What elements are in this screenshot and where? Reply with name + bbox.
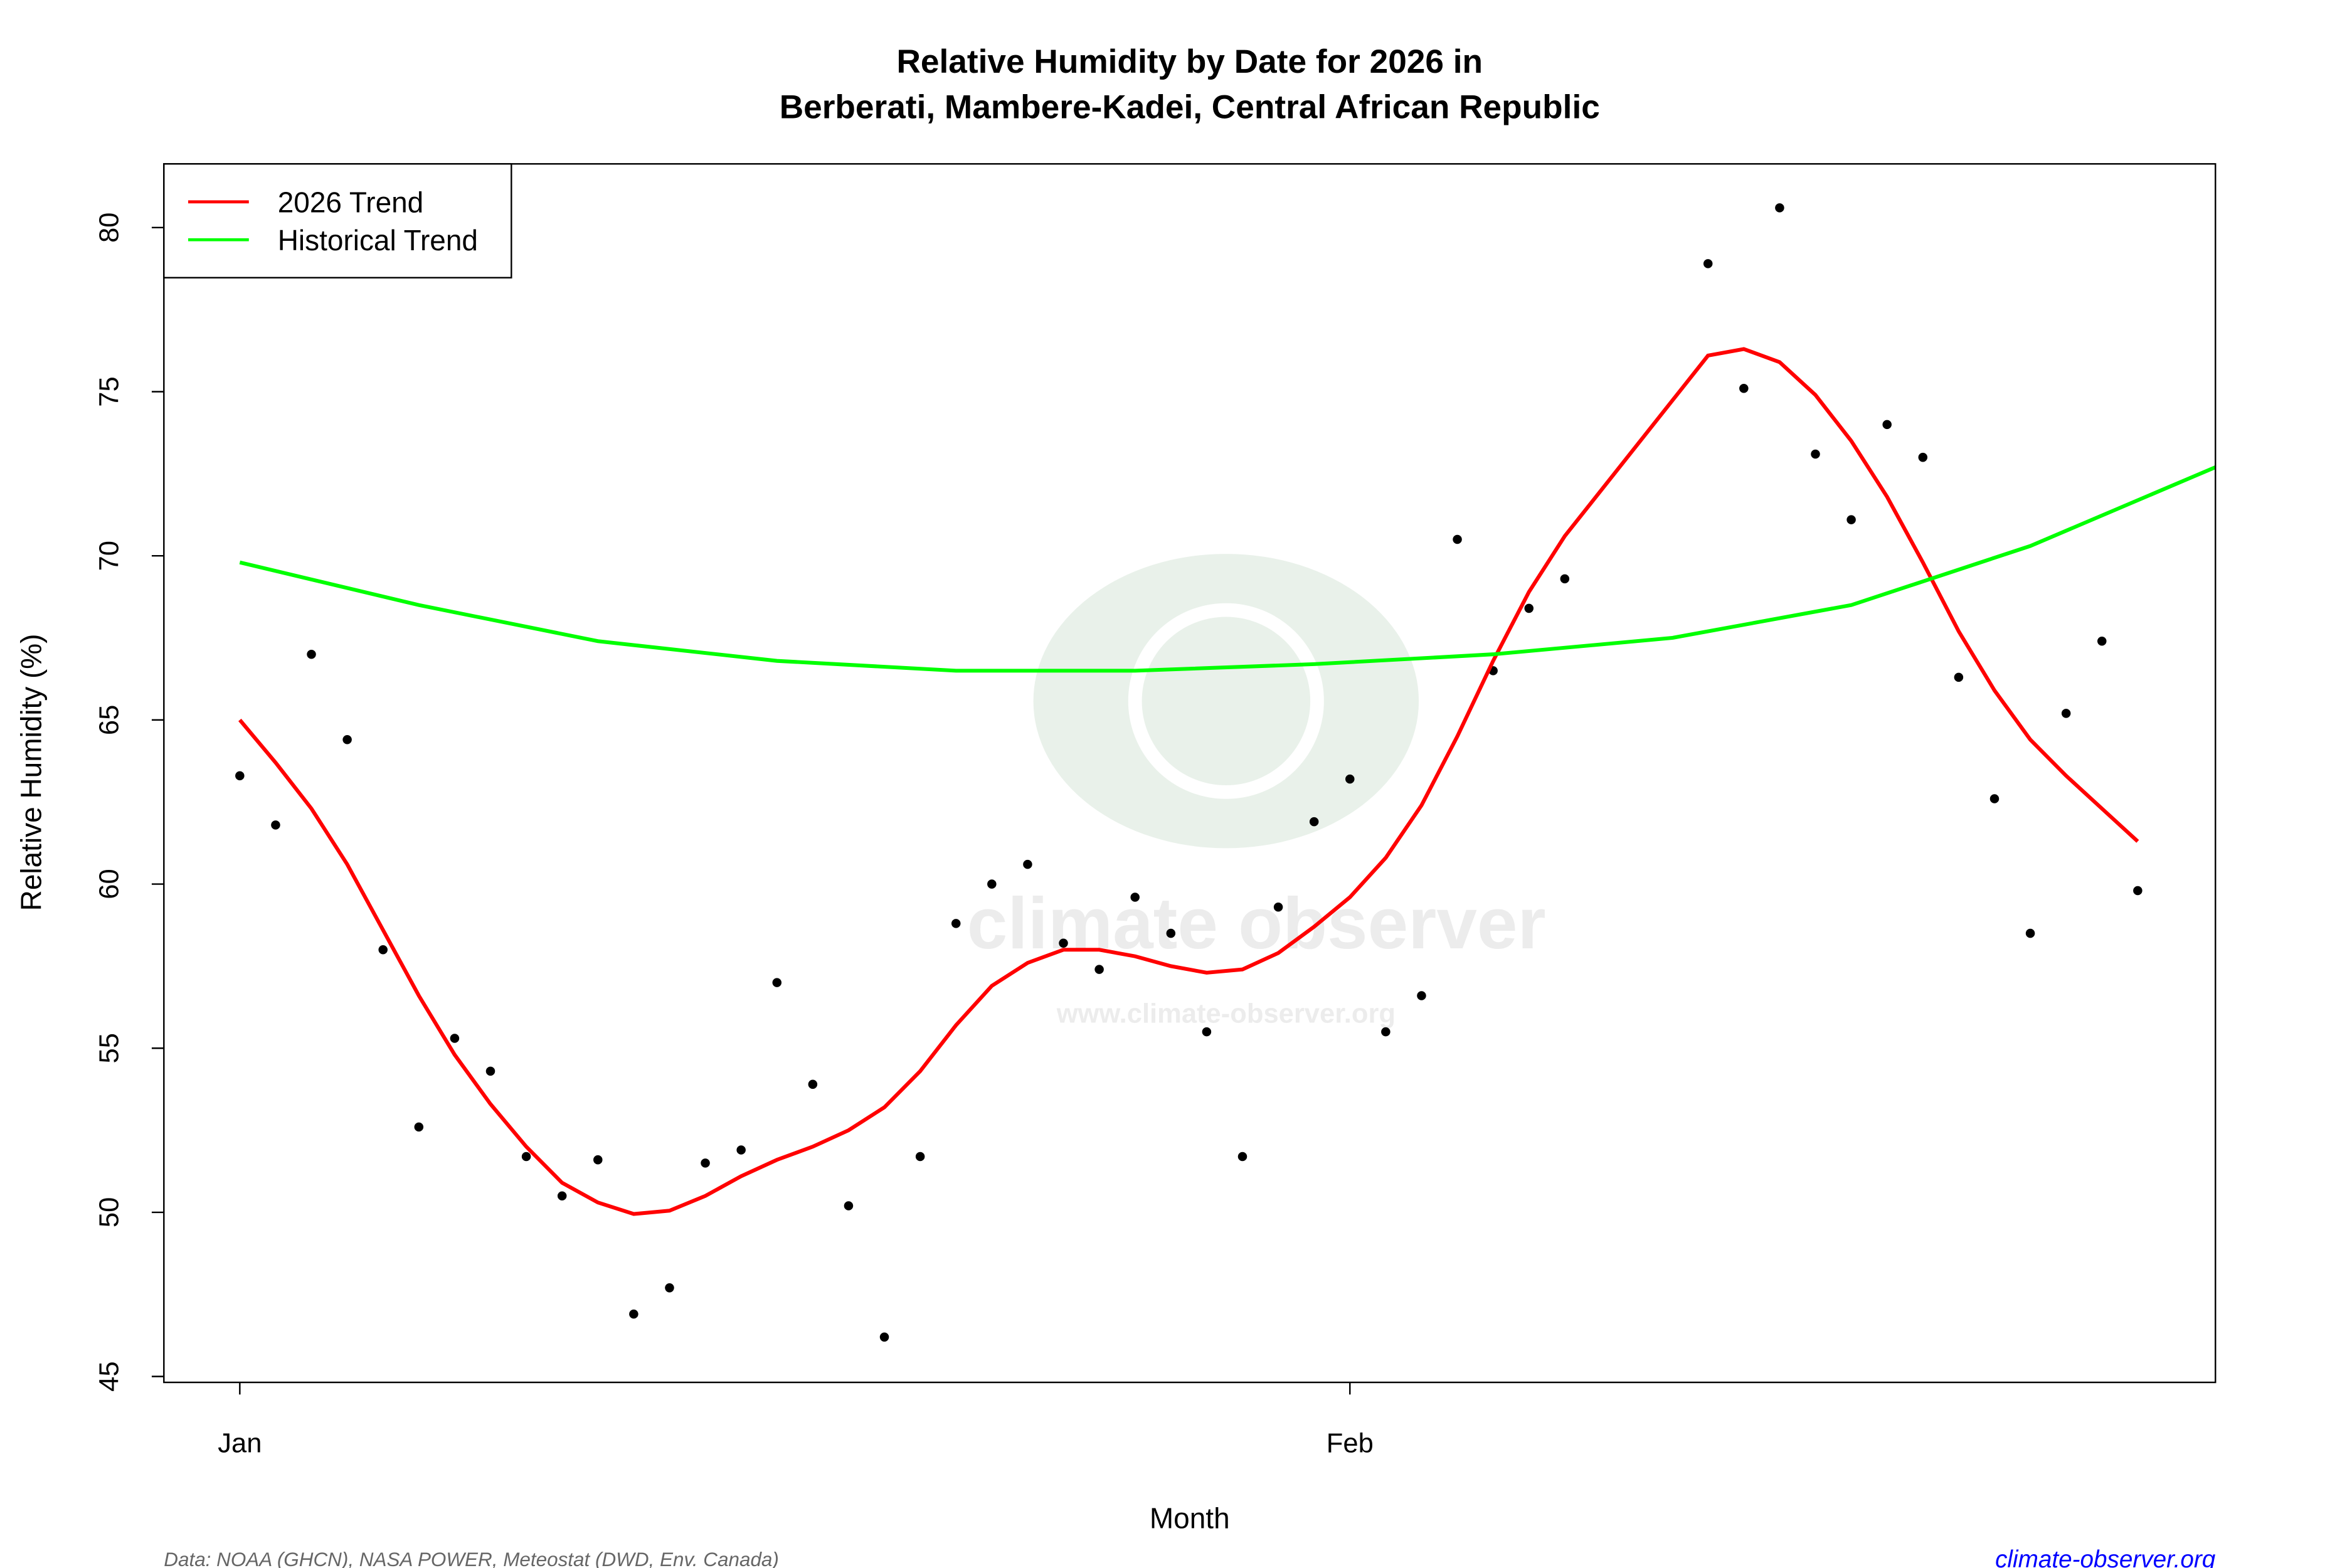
point bbox=[736, 1145, 746, 1155]
point bbox=[1918, 452, 1928, 462]
trend-line bbox=[239, 465, 2216, 673]
point bbox=[593, 1155, 603, 1165]
point bbox=[2133, 886, 2143, 896]
point bbox=[844, 1201, 854, 1210]
trend-line bbox=[238, 347, 2139, 1216]
watermark-url: www.climate-observer.org bbox=[1056, 999, 1396, 1029]
point bbox=[1130, 893, 1140, 902]
point bbox=[557, 1191, 567, 1201]
chart-title: Relative Humidity by Date for 2026 in bbox=[896, 43, 1483, 80]
site-link[interactable]: climate-observer.org bbox=[1995, 1546, 2216, 1568]
point bbox=[1453, 534, 1462, 544]
point bbox=[414, 1122, 424, 1132]
point bbox=[1739, 384, 1749, 393]
y-tick-label: 70 bbox=[95, 541, 125, 571]
point bbox=[665, 1283, 674, 1293]
y-tick-label: 45 bbox=[95, 1361, 125, 1391]
x-tick-label: Feb bbox=[1327, 1428, 1374, 1458]
point bbox=[1273, 902, 1283, 912]
legend-label: 2026 Trend bbox=[278, 186, 424, 219]
point bbox=[1989, 794, 2000, 803]
x-axis-label: Month bbox=[1150, 1502, 1230, 1534]
point bbox=[342, 735, 352, 744]
point bbox=[1417, 991, 1426, 1000]
point bbox=[1560, 574, 1570, 584]
point bbox=[521, 1152, 531, 1162]
legend-box bbox=[163, 163, 512, 278]
point bbox=[1811, 449, 1820, 459]
watermark-globe bbox=[1128, 603, 1324, 799]
point bbox=[2025, 928, 2035, 938]
point bbox=[378, 945, 388, 955]
point bbox=[772, 978, 782, 987]
point bbox=[307, 649, 316, 659]
point bbox=[1775, 203, 1784, 213]
point bbox=[951, 919, 961, 928]
point bbox=[2061, 709, 2071, 718]
point bbox=[629, 1309, 638, 1319]
legend-label: Historical Trend bbox=[278, 224, 478, 257]
point bbox=[485, 1066, 495, 1076]
point bbox=[1524, 603, 1534, 613]
y-tick-label: 65 bbox=[95, 705, 125, 735]
point bbox=[1059, 938, 1068, 948]
point bbox=[987, 879, 997, 889]
point bbox=[1166, 928, 1176, 938]
y-tick-label: 80 bbox=[95, 213, 125, 243]
point bbox=[1023, 859, 1032, 869]
chart-title: Berberati, Mambere-Kadei, Central Africa… bbox=[780, 89, 1600, 126]
point bbox=[1954, 672, 1964, 682]
plot-frame bbox=[163, 163, 2217, 1384]
point bbox=[2097, 637, 2107, 646]
point bbox=[450, 1034, 460, 1043]
point bbox=[1237, 1152, 1248, 1162]
x-tick-label: Jan bbox=[218, 1428, 262, 1458]
y-tick-label: 60 bbox=[95, 869, 125, 899]
point bbox=[879, 1332, 889, 1342]
point bbox=[1094, 965, 1104, 974]
point bbox=[808, 1079, 818, 1089]
y-tick-label: 55 bbox=[95, 1033, 125, 1063]
point bbox=[1345, 774, 1355, 784]
point bbox=[1202, 1027, 1212, 1037]
y-tick-label: 75 bbox=[95, 376, 125, 406]
point bbox=[1703, 259, 1713, 268]
watermark-logo bbox=[1033, 554, 1419, 849]
point bbox=[235, 771, 245, 781]
source-note: Data: NOAA (GHCN), NASA POWER, Meteostat… bbox=[164, 1549, 779, 1568]
point bbox=[271, 820, 280, 830]
point bbox=[1846, 515, 1856, 524]
point bbox=[1309, 817, 1319, 827]
point bbox=[701, 1158, 710, 1168]
y-axis-label: Relative Humidity (%) bbox=[14, 634, 47, 911]
point bbox=[1381, 1027, 1391, 1037]
point bbox=[1882, 420, 1892, 430]
point bbox=[915, 1152, 925, 1162]
y-tick-label: 50 bbox=[95, 1197, 125, 1227]
